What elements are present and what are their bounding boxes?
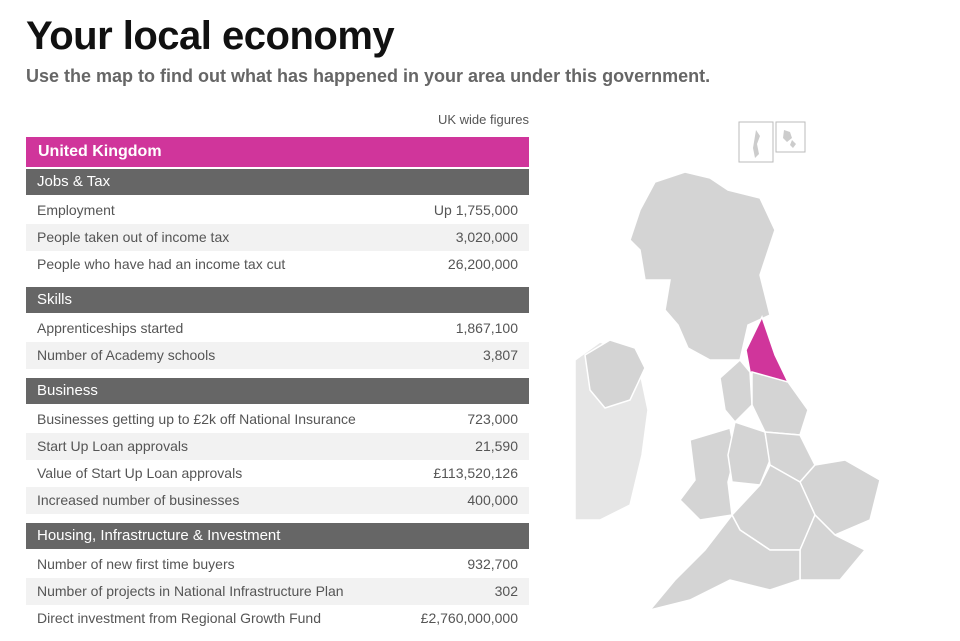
page-subtitle: Use the map to find out what has happene… <box>26 66 711 86</box>
region-south-west[interactable] <box>647 513 801 612</box>
row-label: People taken out of income tax <box>37 229 230 245</box>
row-value: 400,000 <box>467 492 518 508</box>
section-rows: Number of new first time buyers 932,700 Nu… <box>26 551 529 632</box>
section: Jobs & Tax Employment Up 1,755,000 People t… <box>26 169 529 278</box>
row-value: Up 1,755,000 <box>433 202 518 218</box>
table-row: Number of projects in National Infrastru… <box>26 578 529 605</box>
table-row: Value of Start Up Loan approvals £113,520… <box>26 460 529 487</box>
table-row: Number of new first time buyers 932,700 <box>26 551 529 578</box>
table-row: Employment Up 1,755,000 <box>26 197 529 224</box>
row-label: Increased number of businesses <box>37 492 240 508</box>
section-title: Jobs & Tax <box>26 169 529 195</box>
row-value: 26,200,000 <box>447 256 518 272</box>
region-west-midlands[interactable] <box>727 421 771 486</box>
section: Housing, Infrastructure & Investment Numb… <box>26 523 529 632</box>
row-label: Apprenticeships started <box>37 320 184 336</box>
page-title: Your local economy <box>26 14 395 58</box>
section-rows: Apprenticeships started 1,867,100 Number o… <box>26 315 529 369</box>
section: Business Businesses getting up to £2k off… <box>26 378 529 514</box>
section-title: Business <box>26 378 529 404</box>
row-value: 1,867,100 <box>455 320 518 336</box>
figures-panel: United Kingdom Jobs & Tax Employment Up 1,… <box>26 137 529 641</box>
table-row: Businesses getting up to £2k off Nationa… <box>26 406 529 433</box>
islands <box>753 130 796 158</box>
row-label: Number of Academy schools <box>37 347 216 363</box>
section-rows: Employment Up 1,755,000 People taken out o… <box>26 197 529 278</box>
row-value: 3,807 <box>482 347 518 363</box>
row-value: 21,590 <box>475 438 518 454</box>
row-value: 3,020,000 <box>455 229 518 245</box>
table-row: Direct investment from Regional Growth F… <box>26 605 529 632</box>
panel-title: United Kingdom <box>26 137 529 167</box>
note: UK wide figures <box>437 112 529 127</box>
row-value: £113,520,126 <box>433 465 518 481</box>
section-title: Skills <box>26 287 529 313</box>
row-label: Number of new first time buyers <box>37 556 235 572</box>
region-north-west[interactable] <box>719 358 753 424</box>
section-title: Housing, Infrastructure & Investment <box>26 523 529 549</box>
uk-map <box>574 121 881 612</box>
region-northern-ireland[interactable] <box>584 339 646 409</box>
section: Skills Apprenticeships started 1,867,100 Nu… <box>26 287 529 369</box>
row-value: 302 <box>494 583 518 599</box>
region-wales[interactable] <box>679 427 736 521</box>
row-value: 932,700 <box>467 556 518 572</box>
table-row: People taken out of income tax 3,020,000 <box>26 224 529 251</box>
table-row: Increased number of businesses 400,000 <box>26 487 529 514</box>
row-value: 723,000 <box>467 411 518 427</box>
table-row: Apprenticeships started 1,867,100 <box>26 315 529 342</box>
row-label: Businesses getting up to £2k off Nationa… <box>37 411 356 427</box>
section-rows: Businesses getting up to £2k off Nationa… <box>26 406 529 514</box>
region-scotland[interactable] <box>629 171 776 361</box>
row-label: Direct investment from Regional Growth F… <box>37 610 321 626</box>
row-label: Value of Start Up Loan approvals <box>37 465 243 481</box>
region-yorkshire[interactable] <box>751 371 809 436</box>
table-row: Number of Academy schools 3,807 <box>26 342 529 369</box>
table-row: People who have had an income tax cut 26,… <box>26 251 529 278</box>
row-label: Start Up Loan approvals <box>37 438 188 454</box>
table-row: Start Up Loan approvals 21,590 <box>26 433 529 460</box>
row-label: Employment <box>37 202 115 218</box>
row-label: People who have had an income tax cut <box>37 256 286 272</box>
row-value: £2,760,000,000 <box>420 610 518 626</box>
row-label: Number of projects in National Infrastru… <box>37 583 344 599</box>
